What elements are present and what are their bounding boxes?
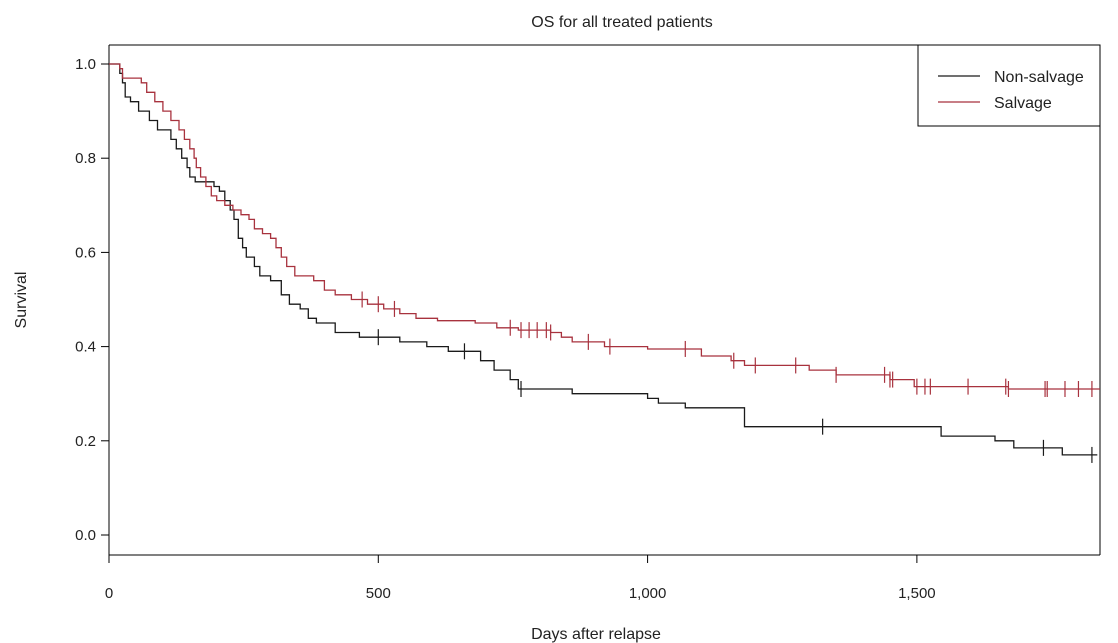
y-tick-label: 0.4 (75, 339, 96, 356)
chart-title: OS for all treated patients (531, 14, 712, 31)
x-tick-label: 1,000 (629, 585, 667, 602)
series-salvage (109, 63, 1100, 397)
x-axis: 0 500 1,000 1,500 (105, 554, 1100, 602)
y-axis-label: Survival (13, 272, 30, 329)
y-tick-label: 0.6 (75, 244, 96, 261)
x-axis-label: Days after relapse (531, 626, 661, 643)
legend-box (917, 44, 1101, 127)
legend-label: Non-salvage (994, 69, 1084, 86)
y-tick-label: 0.8 (75, 150, 96, 167)
series-layer (109, 63, 1100, 463)
x-tick-label: 1,500 (898, 585, 936, 602)
survival-curve (109, 63, 1098, 456)
y-axis: 0.0 0.2 0.4 0.6 0.8 1.0 (75, 45, 110, 555)
x-tick-label: 0 (105, 585, 113, 602)
x-tick-label: 500 (366, 585, 391, 602)
y-tick-label: 0.2 (75, 433, 96, 450)
y-tick-label: 1.0 (75, 56, 96, 73)
series-non-salvage (109, 63, 1098, 463)
survival-curve (109, 63, 1100, 390)
legend: Non-salvage Salvage (917, 44, 1101, 127)
y-tick-label: 0.0 (75, 527, 96, 544)
legend-label: Salvage (994, 95, 1052, 112)
